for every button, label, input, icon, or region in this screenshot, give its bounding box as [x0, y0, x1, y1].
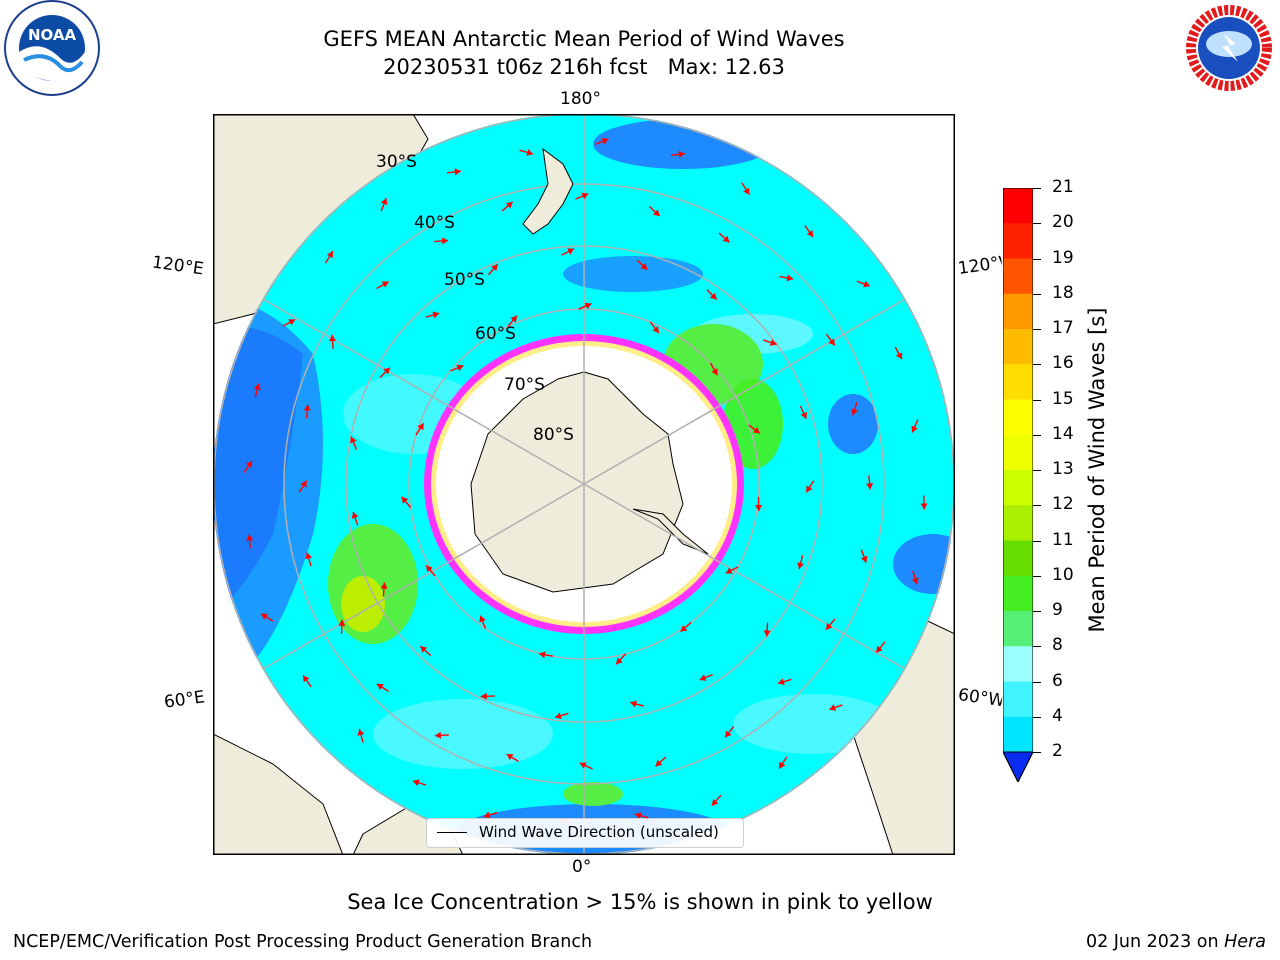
colorbar-tick-mark: [1033, 752, 1041, 753]
colorbar-tick-label: 11: [1052, 530, 1074, 550]
lat-label-30s: 30°S: [376, 152, 417, 172]
polar-map: [213, 114, 955, 855]
colorbar-tick-label: 17: [1052, 318, 1074, 338]
colorbar-segment: [1003, 576, 1033, 612]
lon-label-180: 180°: [560, 89, 601, 109]
colorbar-tick-mark: [1033, 470, 1041, 471]
colorbar-segment: [1003, 188, 1033, 224]
colorbar-segment: [1003, 223, 1033, 259]
colorbar-tick-label: 4: [1052, 706, 1063, 726]
colorbar-tick-label: 14: [1052, 424, 1074, 444]
colorbar-segment: [1003, 364, 1033, 400]
colorbar-segment: [1003, 294, 1033, 330]
colorbar-segment: [1003, 717, 1033, 753]
colorbar-tick-mark: [1033, 611, 1041, 612]
colorbar: [1003, 188, 1033, 782]
legend-label: Wind Wave Direction (unscaled): [479, 823, 719, 841]
colorbar-tick-mark: [1033, 188, 1041, 189]
colorbar-tick-label: 9: [1052, 600, 1063, 620]
lon-label-120w: 120°W: [957, 253, 1003, 279]
colorbar-tick-mark: [1033, 259, 1041, 260]
colorbar-segment: [1003, 682, 1033, 718]
colorbar-tick-label: 13: [1052, 459, 1074, 479]
colorbar-tick-label: 18: [1052, 283, 1074, 303]
machine-name: Hera: [1224, 932, 1266, 952]
colorbar-tick-label: 6: [1052, 671, 1063, 691]
legend-line: [437, 832, 467, 833]
lat-label-60s: 60°S: [475, 324, 516, 344]
colorbar-tick-mark: [1033, 576, 1041, 577]
noaa-logo: NOAA: [0, 0, 104, 100]
lon-label-60w: 60°W: [957, 685, 1003, 711]
colorbar-tick-label: 12: [1052, 494, 1074, 514]
colorbar-tick-label: 15: [1052, 389, 1074, 409]
lon-label-0: 0°: [572, 857, 591, 877]
colorbar-segment: [1003, 435, 1033, 471]
sea-ice-note: Sea Ice Concentration > 15% is shown in …: [347, 890, 933, 914]
colorbar-segment: [1003, 646, 1033, 682]
nws-logo: [1178, 0, 1280, 100]
colorbar-tick-mark: [1033, 505, 1041, 506]
colorbar-segment: [1003, 259, 1033, 295]
colorbar-tick-mark: [1033, 223, 1041, 224]
colorbar-tick-label: 10: [1052, 565, 1074, 585]
colorbar-tick-label: 19: [1052, 248, 1074, 268]
lat-label-80s: 80°S: [533, 425, 574, 445]
chart-subtitle: 20230531 t06z 216h fcst Max: 12.63: [383, 55, 785, 79]
colorbar-tick-label: 21: [1052, 177, 1074, 197]
lat-label-70s: 70°S: [504, 375, 545, 395]
colorbar-tick-mark: [1033, 294, 1041, 295]
colorbar-extend: [1003, 752, 1033, 782]
colorbar-segment: [1003, 400, 1033, 436]
colorbar-label: Mean Period of Wind Waves [s]: [1085, 308, 1109, 633]
lat-label-40s: 40°S: [414, 213, 455, 233]
colorbar-tick-label: 8: [1052, 635, 1063, 655]
lat-label-50s: 50°S: [444, 270, 485, 290]
date-prefix: 02 Jun 2023 on: [1086, 932, 1224, 952]
colorbar-segment: [1003, 541, 1033, 577]
colorbar-tick-mark: [1033, 364, 1041, 365]
colorbar-tick-mark: [1033, 541, 1041, 542]
chart-title: GEFS MEAN Antarctic Mean Period of Wind …: [323, 27, 844, 51]
colorbar-tick-label: 20: [1052, 212, 1074, 232]
colorbar-segment: [1003, 470, 1033, 506]
credit-text: NCEP/EMC/Verification Post Processing Pr…: [13, 932, 592, 952]
colorbar-tick-label: 2: [1052, 741, 1063, 761]
colorbar-tick-mark: [1033, 682, 1041, 683]
colorbar-tick-mark: [1033, 717, 1041, 718]
map-legend: Wind Wave Direction (unscaled): [426, 818, 744, 848]
date-text: 02 Jun 2023 on Hera: [1086, 932, 1266, 952]
colorbar-tick-mark: [1033, 646, 1041, 647]
svg-text:NOAA: NOAA: [28, 26, 77, 44]
lon-label-60e: 60°E: [163, 687, 206, 712]
lon-label-120e: 120°E: [151, 252, 205, 279]
colorbar-tick-mark: [1033, 329, 1041, 330]
colorbar-tick-mark: [1033, 435, 1041, 436]
colorbar-tick-mark: [1033, 400, 1041, 401]
colorbar-segment: [1003, 611, 1033, 647]
colorbar-tick-label: 16: [1052, 353, 1074, 373]
colorbar-segment: [1003, 329, 1033, 365]
colorbar-segment: [1003, 505, 1033, 541]
